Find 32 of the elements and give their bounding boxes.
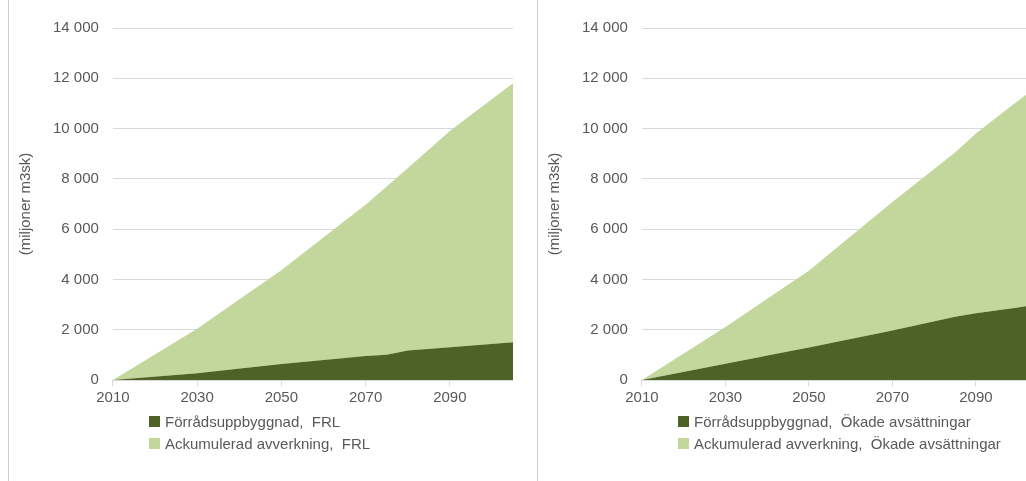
y-tick-label: 8 000 bbox=[61, 169, 99, 186]
y-axis-title: (miljoner m3sk) bbox=[16, 152, 34, 256]
y-tick-label: 12 000 bbox=[52, 68, 99, 86]
y-tick-label: 4 000 bbox=[590, 269, 628, 287]
x-tick-label: 2010 bbox=[625, 388, 659, 406]
y-tick-label: 4 000 bbox=[61, 269, 99, 287]
y-tick-label: 14 000 bbox=[52, 18, 99, 36]
y-tick-label: 2 000 bbox=[590, 319, 628, 337]
y-tick-label: 2 000 bbox=[61, 319, 99, 337]
y-tick-label: 10 000 bbox=[581, 118, 628, 136]
x-tick-label: 2070 bbox=[348, 388, 383, 406]
x-tick-label: 2010 bbox=[96, 388, 130, 406]
legend-label: Förrådsuppbyggnad, FRL bbox=[165, 412, 341, 430]
y-tick-label: 6 000 bbox=[590, 219, 628, 237]
x-tick-label: 2050 bbox=[264, 388, 299, 406]
y-tick-label: 14 000 bbox=[581, 18, 628, 36]
y-tick-label: 8 000 bbox=[590, 169, 628, 186]
y-tick-label: 6 000 bbox=[61, 219, 99, 237]
x-tick-label: 2090 bbox=[959, 388, 993, 406]
legend-label: Förrådsuppbyggnad, Ökade avsättningar bbox=[694, 412, 971, 430]
y-axis-title: (miljoner m3sk) bbox=[545, 152, 563, 256]
x-tick-label: 2090 bbox=[433, 388, 467, 406]
y-tick-label: 10 000 bbox=[52, 118, 99, 136]
x-tick-label: 2070 bbox=[875, 388, 910, 406]
x-tick-label: 2030 bbox=[180, 388, 214, 406]
legend-label: Ackumulerad avverkning, FRL bbox=[165, 434, 371, 452]
x-tick-label: 2030 bbox=[708, 388, 743, 406]
y-tick-label: 12 000 bbox=[581, 68, 628, 86]
y-tick-label: 0 bbox=[619, 370, 628, 388]
y-tick-label: 0 bbox=[90, 370, 99, 388]
x-tick-label: 2050 bbox=[792, 388, 826, 406]
legend-label: Ackumulerad avverkning, Ökade avsättningar bbox=[694, 434, 1001, 452]
